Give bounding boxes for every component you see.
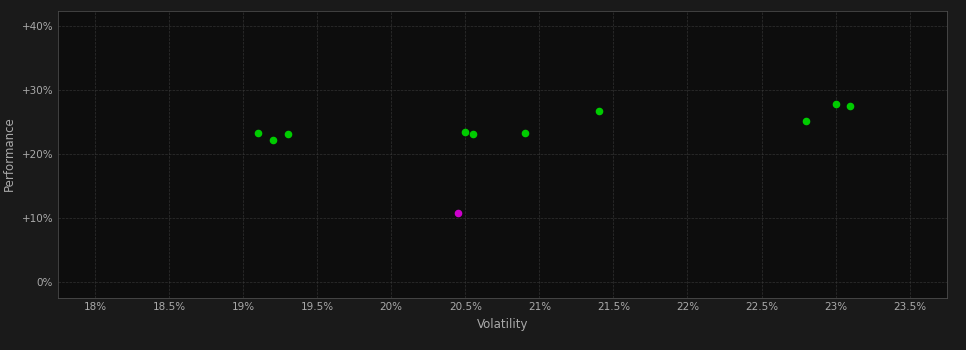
Point (450, 210, 466, 216)
Point (280, 131, 296, 136)
Point (842, 103, 858, 109)
X-axis label: Volatility: Volatility (476, 318, 528, 331)
Point (591, 108, 607, 113)
Y-axis label: Performance: Performance (3, 117, 15, 191)
Point (465, 131, 480, 136)
Point (828, 102, 843, 107)
Point (517, 130, 532, 136)
Point (250, 130, 266, 136)
Point (798, 118, 813, 124)
Point (265, 137, 280, 143)
Point (458, 129, 473, 134)
